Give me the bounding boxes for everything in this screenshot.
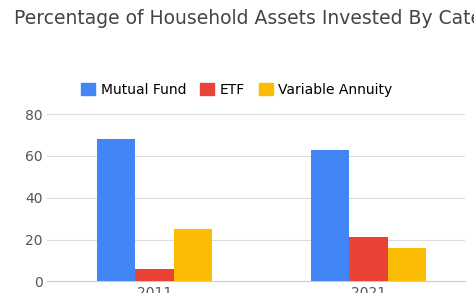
Text: Percentage of Household Assets Invested By Category: Percentage of Household Assets Invested … — [14, 9, 474, 28]
Bar — [310, 150, 349, 281]
Bar — [97, 139, 135, 281]
Bar — [135, 269, 173, 281]
Bar — [173, 229, 212, 281]
Bar — [349, 237, 388, 281]
Legend: Mutual Fund, ETF, Variable Annuity: Mutual Fund, ETF, Variable Annuity — [76, 77, 398, 102]
Bar — [388, 248, 426, 281]
